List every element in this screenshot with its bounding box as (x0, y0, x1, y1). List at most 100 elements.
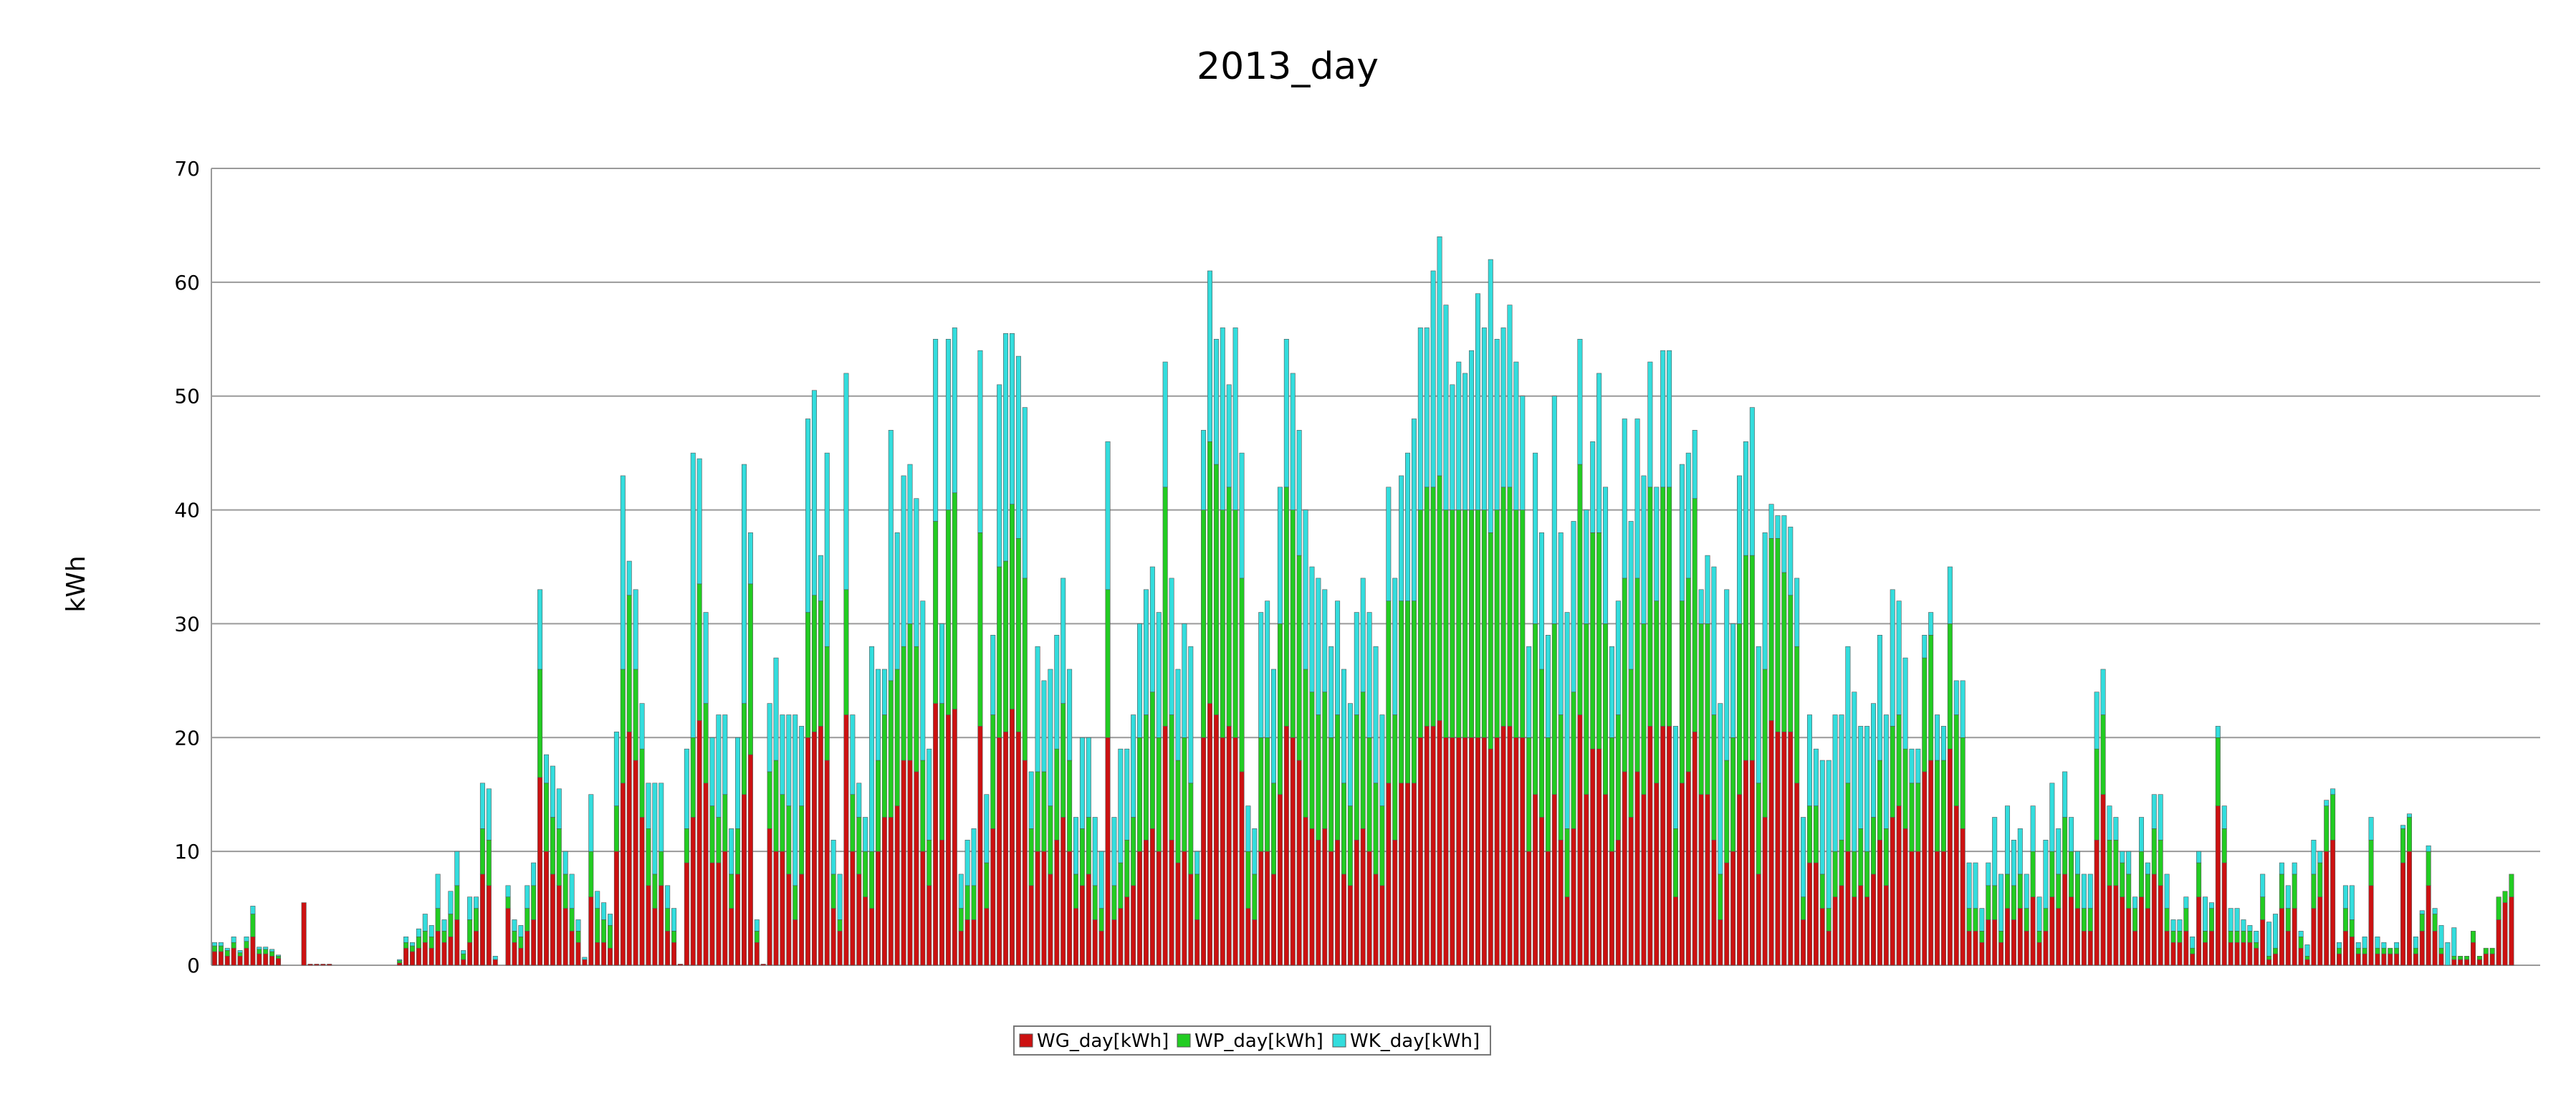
bar-segment-wp (1801, 896, 1806, 920)
bar-segment-wg (2266, 959, 2272, 966)
bar-segment-wk (1469, 350, 1475, 510)
bar-segment-wp (2355, 947, 2361, 954)
bar-segment-wg (1654, 783, 1660, 966)
bar-segment-wk (2158, 794, 2163, 841)
bar-segment-wk (856, 783, 862, 818)
bar-segment-wk (1462, 373, 1468, 510)
bar-segment-wk (1998, 874, 2004, 932)
bar-segment-wp (2030, 851, 2036, 897)
bar-segment-wk (811, 390, 817, 596)
bar-segment-wp (422, 931, 428, 943)
bar-segment-wp (1781, 572, 1787, 732)
bar-segment-wp (1169, 714, 1174, 841)
bar-segment-wk (250, 906, 256, 914)
bar-segment-wk (1054, 635, 1060, 750)
bar-segment-wp (684, 828, 689, 863)
bar-segment-wk (1615, 601, 1621, 715)
bar-segment-wg (2355, 953, 2361, 966)
bar-segment-wg (1634, 771, 1640, 966)
bar-segment-wg (2426, 885, 2431, 966)
bar-segment-wg (1379, 885, 1385, 966)
bar-segment-wg (1781, 732, 1787, 966)
bar-segment-wg (441, 942, 447, 966)
bar-segment-wg (250, 936, 256, 966)
bar-segment-wp (1188, 783, 1194, 875)
bar-segment-wk (2113, 817, 2119, 841)
bar-segment-wk (843, 373, 849, 590)
bar-segment-wg (1098, 931, 1104, 966)
bar-segment-wp (1182, 737, 1187, 852)
bar-segment-wp (556, 828, 562, 886)
bar-segment-wg (1520, 737, 1526, 966)
bar-segment-wk (1169, 578, 1174, 715)
bar-segment-wg (2438, 953, 2444, 966)
bar-segment-wg (1245, 908, 1251, 966)
bar-segment-wk (1590, 441, 1596, 533)
bar-segment-wk (793, 714, 798, 886)
bar-segment-wp (1571, 692, 1576, 829)
bar-segment-wp (1622, 578, 1627, 772)
y-tick-label: 50 (174, 385, 200, 408)
bar-segment-wg (907, 760, 913, 966)
y-tick-label: 0 (187, 954, 200, 977)
bar-segment-wg (2126, 908, 2132, 966)
bar-segment-wk (2005, 805, 2011, 875)
bar-segment-wp (646, 828, 651, 886)
bar-segment-wk (1813, 748, 1819, 806)
bar-segment-wp (2228, 931, 2233, 943)
bar-segment-wk (920, 601, 926, 761)
bar-segment-wk (2426, 845, 2431, 852)
bar-segment-wg (1086, 874, 1091, 966)
bar-segment-wg (1845, 851, 1851, 966)
bar-segment-wp (218, 945, 224, 952)
bar-segment-wg (626, 732, 632, 966)
bar-segment-wp (703, 703, 709, 784)
bar-segment-wp (799, 805, 805, 875)
bar-segment-wg (1902, 828, 1908, 966)
bar-segment-wg (1347, 885, 1353, 966)
bar-segment-wg (1143, 839, 1149, 966)
bar-segment-wp (1022, 578, 1028, 761)
bar-segment-wk (1520, 396, 1526, 510)
bar-segment-wg (454, 919, 460, 966)
bar-segment-wg (2087, 931, 2093, 966)
bar-segment-wk (2362, 936, 2367, 949)
bar-segment-wp (971, 885, 977, 920)
bar-segment-wg (1909, 851, 1915, 966)
bar-segment-wp (1507, 487, 1513, 727)
y-tick-label: 60 (174, 271, 200, 295)
bar-segment-wg (1890, 817, 1895, 966)
bar-segment-wk (1450, 384, 1455, 510)
bar-segment-wp (729, 874, 734, 909)
bar-segment-wk (1322, 589, 1328, 693)
bar-segment-wk (1500, 327, 1506, 488)
bar-segment-wg (269, 955, 275, 966)
bar-segment-wk (2087, 874, 2093, 909)
bar-segment-wp (894, 669, 900, 806)
bar-segment-wg (275, 958, 282, 966)
bar-segment-wp (811, 595, 817, 732)
bar-segment-wp (1928, 635, 1934, 761)
bar-segment-wk (550, 765, 555, 818)
bar-segment-wg (2138, 896, 2145, 966)
bar-segment-wk (1667, 350, 1672, 488)
bar-segment-wp (1360, 692, 1366, 829)
bar-segment-wg (2394, 953, 2400, 966)
bar-segment-wk (1488, 259, 1493, 533)
bar-segment-wp (2241, 931, 2246, 943)
bar-segment-wk (2337, 942, 2342, 949)
bar-segment-wg (811, 732, 817, 966)
bar-segment-wk (945, 338, 951, 510)
bar-segment-wg (1054, 839, 1060, 966)
bar-segment-wg (1271, 874, 1277, 966)
bar-segment-wk (1526, 646, 1532, 738)
bar-segment-wg (1067, 851, 1073, 966)
bar-segment-wp (1679, 601, 1685, 784)
bar-segment-wk (767, 703, 772, 772)
bar-segment-wg (1258, 851, 1264, 966)
bar-segment-wk (263, 947, 269, 950)
bar-segment-wk (1896, 601, 1902, 715)
bar-segment-wk (1966, 862, 1972, 909)
bar-segment-wg (1672, 896, 1679, 966)
bar-segment-wg (1111, 919, 1117, 966)
